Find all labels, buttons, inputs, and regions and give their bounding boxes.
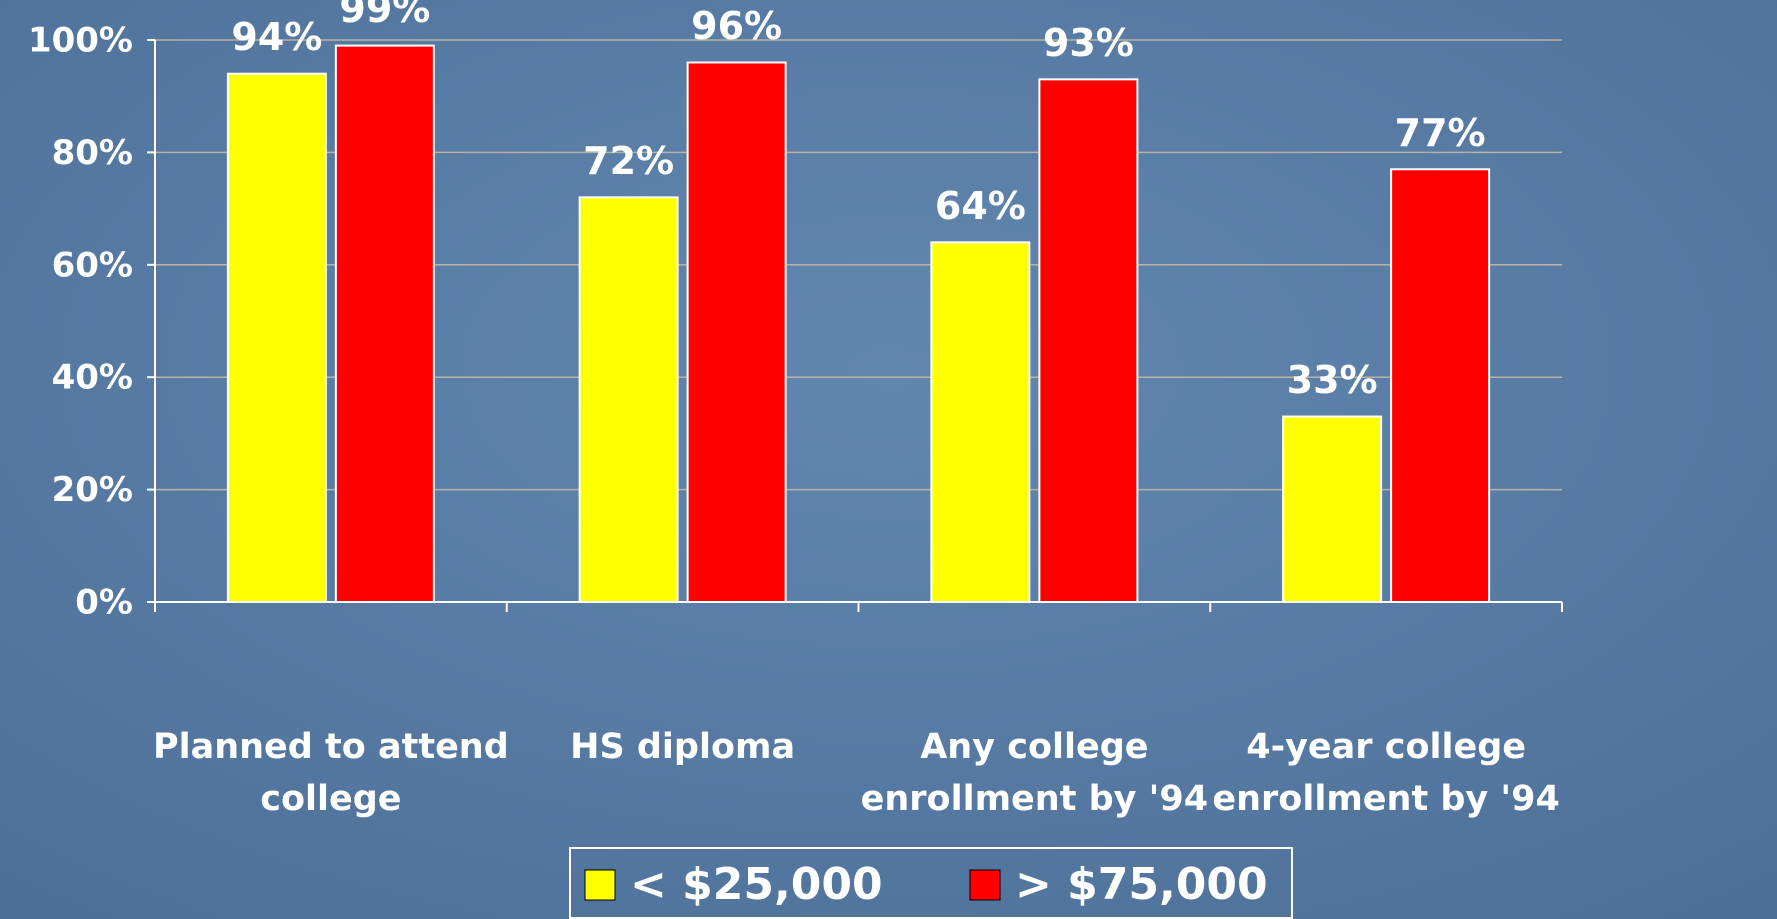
y-tick-label: 20% <box>52 470 133 510</box>
bar <box>226 72 327 604</box>
x-tick-label: HS diploma <box>570 727 795 767</box>
bar <box>1390 168 1491 603</box>
value-label: 99% <box>339 0 430 31</box>
bar <box>578 196 679 604</box>
bar <box>1038 78 1139 603</box>
value-label: 94% <box>231 15 322 59</box>
bar <box>1282 415 1383 604</box>
x-tick-label: college <box>260 779 401 819</box>
x-tick-label: Planned to attend <box>153 727 509 767</box>
x-tick-label: 4-year college <box>1246 727 1526 767</box>
y-tick-label: 60% <box>52 245 133 285</box>
legend-swatch <box>584 869 616 901</box>
legend-label: > $75,000 <box>1015 859 1268 910</box>
value-label: 77% <box>1395 111 1486 155</box>
value-label: 96% <box>691 4 782 48</box>
legend-box <box>569 847 1293 919</box>
value-label: 33% <box>1287 358 1378 402</box>
value-label: 93% <box>1043 21 1134 65</box>
legend-label: < $25,000 <box>630 859 883 910</box>
y-tick-label: 80% <box>52 133 133 173</box>
y-tick-label: 0% <box>75 583 133 623</box>
y-tick-label: 100% <box>28 21 133 61</box>
legend-swatch <box>969 869 1001 901</box>
value-label: 72% <box>583 139 674 183</box>
x-tick-label: Any college <box>920 727 1148 767</box>
bar <box>686 61 787 604</box>
x-tick-label: enrollment by '94 <box>861 779 1208 819</box>
x-tick-label: enrollment by '94 <box>1212 779 1559 819</box>
y-tick-label: 40% <box>52 358 133 398</box>
bar <box>334 44 435 604</box>
value-label: 64% <box>935 184 1026 228</box>
bar <box>930 241 1031 603</box>
